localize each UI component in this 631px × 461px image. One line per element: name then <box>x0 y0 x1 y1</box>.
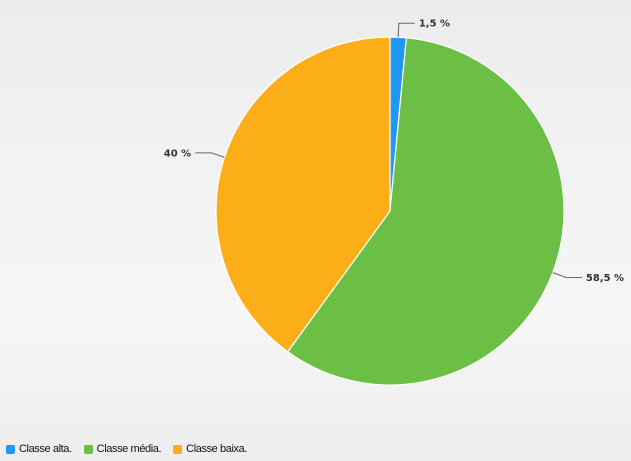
pie-slice-classe-media <box>286 37 565 386</box>
legend-label-classe-alta: Classe alta. <box>19 443 72 455</box>
legend-swatch-classe-baixa <box>173 444 183 454</box>
leader-line-classe-media <box>552 272 582 278</box>
data-label-classe-media: 58,5 % <box>586 273 624 284</box>
leader-lines <box>195 22 582 278</box>
data-label-classe-alta: 1,5 % <box>419 19 450 30</box>
leader-line-classe-alta <box>397 22 415 38</box>
data-labels: 1,5 % 58,5 % 40 % <box>164 19 624 284</box>
legend-item-classe-media: Classe média. <box>83 443 162 455</box>
legend-item-classe-baixa: Classe baixa. <box>173 443 247 455</box>
legend-swatch-classe-media <box>83 444 93 454</box>
legend-item-classe-alta: Classe alta. <box>6 443 72 455</box>
data-label-classe-baixa: 40 % <box>164 148 191 159</box>
leader-line-classe-baixa <box>195 152 225 158</box>
legend-label-classe-baixa: Classe baixa. <box>186 443 248 455</box>
legend-label-classe-media: Classe média. <box>96 443 162 455</box>
legend: Classe alta. Classe média. Classe baixa. <box>6 443 247 455</box>
legend-swatch-classe-alta <box>6 444 15 454</box>
pie-slices <box>215 36 565 386</box>
